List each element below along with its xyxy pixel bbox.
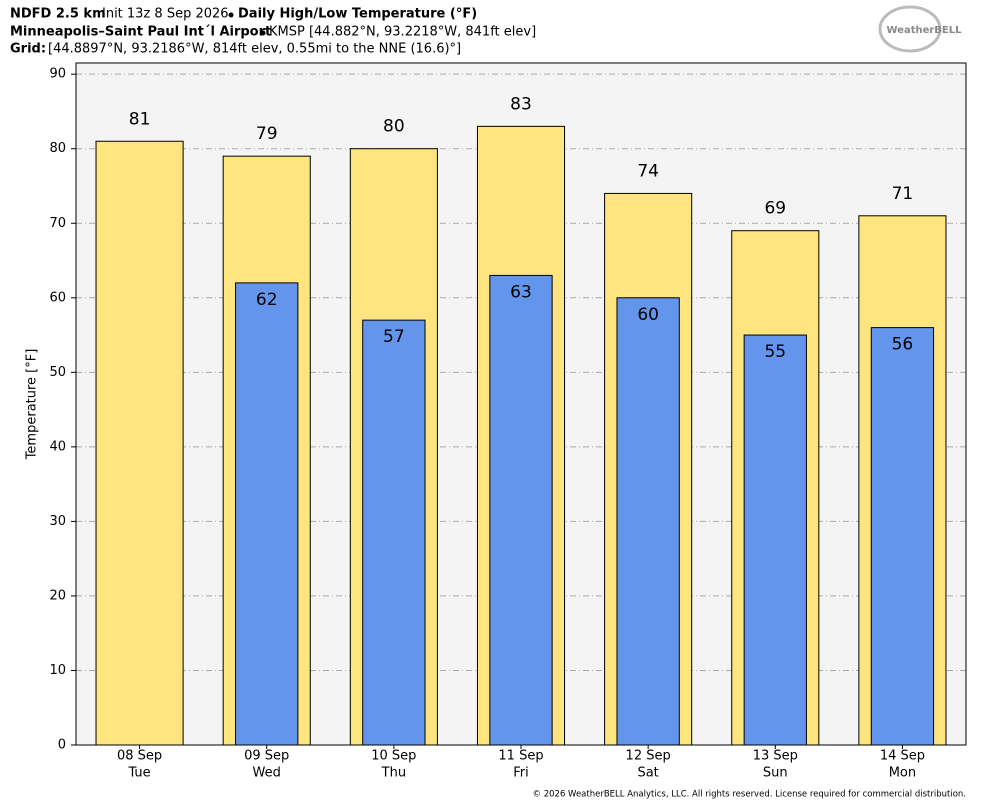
value-label: 55 — [764, 342, 786, 362]
separator — [260, 30, 266, 36]
value-label: 63 — [510, 282, 532, 302]
product-title: Daily High/Low Temperature (°F) — [238, 7, 477, 22]
x-tick-label: Thu — [381, 766, 406, 781]
value-label: 60 — [637, 305, 659, 325]
plot: 0 10 20 30 40 50 60 70 80 90 08 Sep Tue 81 09 Sep Wed 7… — [49, 67, 966, 781]
x-tick-label: 12 Sep — [626, 749, 671, 764]
low-bar — [616, 297, 680, 746]
x-tick-label: 11 Sep — [498, 749, 543, 764]
x-tick-label: Fri — [513, 766, 529, 781]
x-tick-label: 10 Sep — [371, 749, 416, 764]
model-title: NDFD 2.5 km — [10, 7, 106, 22]
low-bar — [235, 282, 299, 746]
x-tick-label: Wed — [253, 766, 281, 781]
low-bar — [362, 319, 426, 746]
separator — [228, 12, 234, 18]
y-tick-label: 60 — [49, 290, 66, 305]
x-tick-label: Tue — [127, 766, 150, 781]
station-name: Minneapolis–Saint Paul Int´l Airport — [10, 25, 271, 40]
y-tick-label: 30 — [49, 514, 66, 529]
value-label: 83 — [510, 94, 532, 114]
plot-frame — [75, 62, 967, 746]
y-tick-label: 50 — [49, 365, 66, 380]
high-bar — [95, 140, 184, 746]
logo-ring — [878, 5, 942, 53]
copyright: © 2026 WeatherBELL Analytics, LLC. All r… — [533, 790, 966, 800]
value-label: 62 — [256, 290, 278, 310]
value-label: 69 — [764, 199, 786, 219]
grid-label: Grid: — [10, 42, 46, 57]
x-tick-label: Mon — [889, 766, 916, 781]
y-tick-label: 80 — [49, 141, 66, 156]
value-label: 71 — [892, 184, 914, 204]
y-tick-label: 40 — [49, 439, 66, 454]
x-tick-label: Sat — [637, 766, 658, 781]
y-tick-label: 90 — [49, 67, 66, 82]
value-label: 80 — [383, 117, 405, 137]
y-axis-label: Temperature [°F] — [25, 349, 40, 461]
x-tick-label: 13 Sep — [753, 749, 798, 764]
x-tick-label: Sun — [763, 766, 788, 781]
x-tick-label: 08 Sep — [117, 749, 162, 764]
value-label: 56 — [892, 335, 914, 355]
value-label: 79 — [256, 124, 278, 144]
y-tick-label: 70 — [49, 216, 66, 231]
grid-info: [44.8897°N, 93.2186°W, 814ft elev, 0.55m… — [48, 42, 461, 57]
low-bar — [489, 274, 553, 746]
y-tick-label: 10 — [49, 663, 66, 678]
low-bar — [870, 327, 935, 746]
x-tick-label: 09 Sep — [244, 749, 289, 764]
y-tick-label: 0 — [58, 738, 66, 753]
init-time: Init 13z 8 Sep 2026 — [102, 7, 229, 22]
value-label: 74 — [637, 161, 659, 181]
value-label: 57 — [383, 327, 405, 347]
logo: WeatherBELL — [886, 25, 962, 36]
station-info: KMSP [44.882°N, 93.2218°W, 841ft elev] — [269, 25, 536, 40]
y-tick-label: 20 — [49, 588, 66, 603]
value-label: 81 — [129, 109, 151, 129]
x-tick-label: 14 Sep — [880, 749, 925, 764]
low-bar — [743, 334, 807, 746]
